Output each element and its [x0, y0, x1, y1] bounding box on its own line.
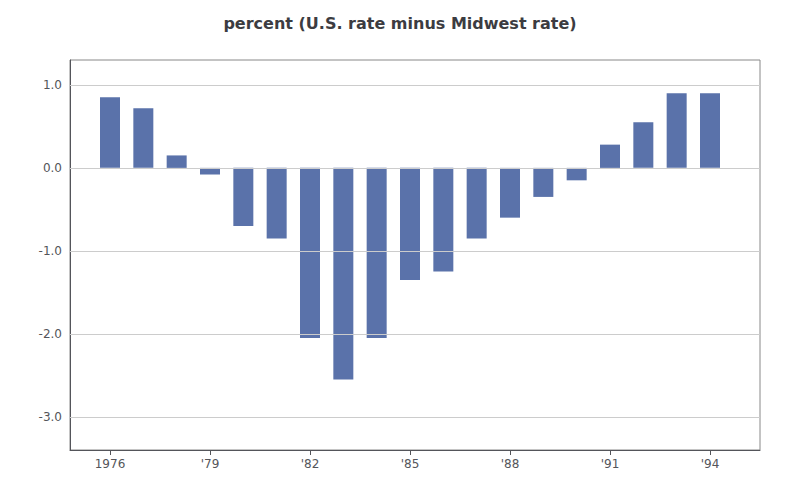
svg-text:'91: '91: [601, 457, 620, 471]
svg-text:'85: '85: [401, 457, 420, 471]
svg-text:'82: '82: [301, 457, 320, 471]
svg-text:1.0: 1.0: [43, 78, 62, 92]
svg-text:percent (U.S. rate minus Midwe: percent (U.S. rate minus Midwest rate): [223, 14, 576, 33]
svg-text:-1.0: -1.0: [39, 244, 62, 258]
svg-text:1976: 1976: [95, 457, 126, 471]
svg-text:-2.0: -2.0: [39, 327, 62, 341]
svg-text:-3.0: -3.0: [39, 410, 62, 424]
svg-text:'88: '88: [501, 457, 520, 471]
svg-text:0.0: 0.0: [43, 161, 62, 175]
svg-text:'94: '94: [701, 457, 720, 471]
svg-text:'79: '79: [201, 457, 220, 471]
